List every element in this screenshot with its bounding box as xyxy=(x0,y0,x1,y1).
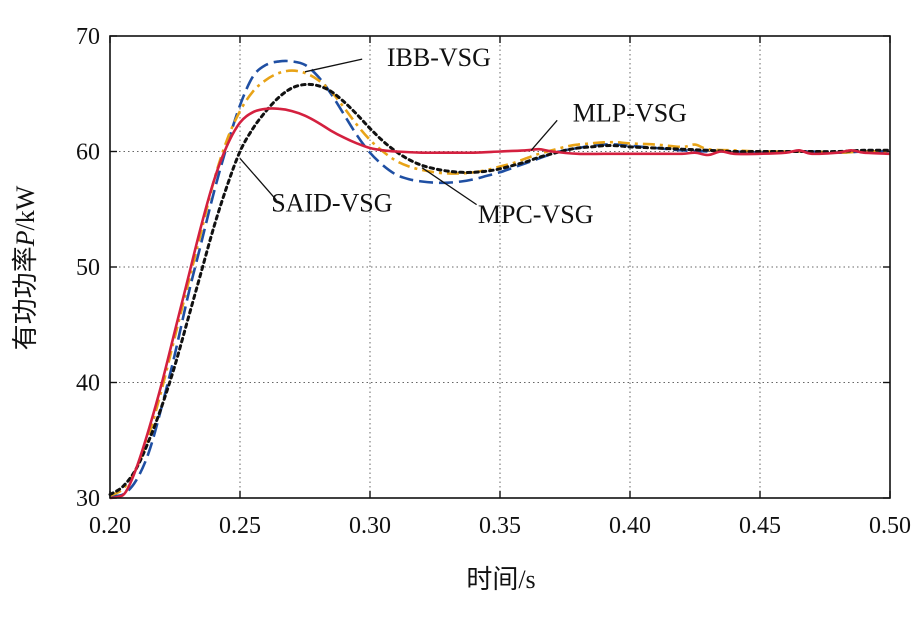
series-line-said-vsg xyxy=(108,82,892,496)
y-axis-title-text: 有功功率 xyxy=(11,246,40,350)
x-tick-labels: 0.20 0.25 0.30 0.35 0.40 0.45 0.50 xyxy=(89,513,911,539)
annotation-label-said-vsg: SAID-VSG xyxy=(271,189,392,218)
x-tick-label: 0.30 xyxy=(349,513,391,539)
y-tick-label: 70 xyxy=(76,24,100,50)
y-tick-label: 60 xyxy=(76,140,100,166)
x-tick-label: 0.20 xyxy=(89,513,131,539)
annotations: IBB-VSG MLP-VSG SAID-VSG MPC-VSG xyxy=(239,43,687,229)
x-tick-label: 0.35 xyxy=(479,513,521,539)
series-layer xyxy=(108,59,892,500)
annotation-label-ibb-vsg: IBB-VSG xyxy=(387,43,491,72)
annotation-leader-ibb-vsg xyxy=(304,58,363,73)
y-tick-label: 40 xyxy=(76,371,100,397)
y-tick-labels: 30 40 50 60 70 xyxy=(76,24,100,512)
annotation-label-mpc-vsg: MPC-VSG xyxy=(478,200,594,229)
annotation-label-mlp-vsg: MLP-VSG xyxy=(573,98,687,127)
y-axis-title-unit: /kW xyxy=(11,185,40,230)
annotation-leader-said-vsg xyxy=(239,158,277,201)
y-tick-label: 30 xyxy=(76,486,100,512)
x-axis-title: 时间/s xyxy=(466,565,535,594)
y-axis-title: 有功功率P/kW xyxy=(11,185,40,350)
y-tick-label: 50 xyxy=(76,255,100,281)
x-tick-label: 0.45 xyxy=(739,513,781,539)
annotation-leader-mpc-vsg xyxy=(421,167,477,206)
series-line-mlp-vsg xyxy=(109,107,891,500)
x-tick-label: 0.50 xyxy=(869,513,911,539)
annotation-leader-mlp-vsg xyxy=(530,119,558,151)
y-axis-title-variable: P xyxy=(11,230,40,247)
x-tick-label: 0.40 xyxy=(609,513,651,539)
plot-frame xyxy=(109,35,891,499)
x-tick-label: 0.25 xyxy=(219,513,261,539)
